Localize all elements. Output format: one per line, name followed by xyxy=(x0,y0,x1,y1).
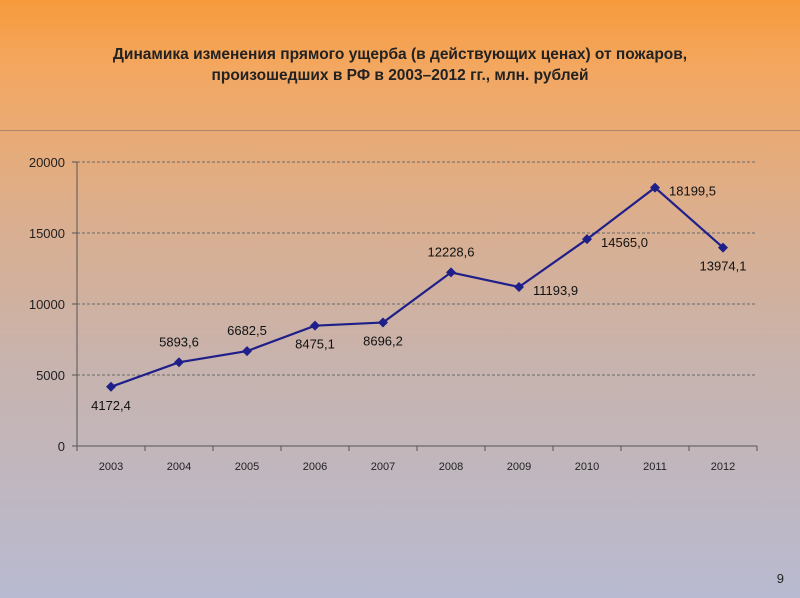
data-point-marker xyxy=(242,346,252,357)
x-tick-label: 2005 xyxy=(235,461,259,473)
data-point-marker xyxy=(446,267,456,278)
x-tick-label: 2008 xyxy=(439,461,463,473)
data-point-marker xyxy=(582,234,592,245)
y-tick-label: 20000 xyxy=(29,155,65,170)
data-label: 4172,4 xyxy=(91,398,131,413)
x-tick-label: 2012 xyxy=(711,461,735,473)
x-tick-label: 2003 xyxy=(99,461,123,473)
x-tick-label: 2004 xyxy=(167,461,191,473)
data-label: 8475,1 xyxy=(295,337,335,352)
y-tick-label: 10000 xyxy=(29,297,65,312)
series-line xyxy=(110,186,724,388)
x-tick-label: 2011 xyxy=(643,461,667,473)
x-tick-label: 2010 xyxy=(575,461,599,473)
page-number: 9 xyxy=(776,571,784,586)
data-point-marker xyxy=(174,357,184,368)
y-tick-label: 15000 xyxy=(29,226,65,241)
slide-title-line-1: Динамика изменения прямого ущерба (в дей… xyxy=(112,46,688,63)
data-point-marker xyxy=(310,320,320,331)
data-point-marker xyxy=(718,242,728,253)
data-label: 18199,5 xyxy=(669,184,716,199)
data-point-marker xyxy=(650,182,660,193)
data-label: 11193,9 xyxy=(533,283,578,298)
data-label: 6682,5 xyxy=(227,323,267,338)
x-tick-label: 2007 xyxy=(371,461,395,473)
data-label: 14565,0 xyxy=(601,235,648,250)
x-tick-label: 2006 xyxy=(303,461,327,473)
data-label: 8696,2 xyxy=(363,334,403,349)
data-point-marker xyxy=(378,317,388,328)
y-tick-label: 5000 xyxy=(36,368,65,383)
data-label: 5893,6 xyxy=(159,334,199,349)
x-tick-label: 2009 xyxy=(507,461,531,473)
title-divider xyxy=(0,130,800,131)
data-point-marker xyxy=(106,381,116,392)
data-point-marker xyxy=(514,282,524,293)
slide-title: Динамика изменения прямого ущерба (в дей… xyxy=(20,44,780,86)
y-tick-label: 0 xyxy=(58,439,65,454)
data-label: 12228,6 xyxy=(428,244,475,259)
slide-title-line-2: произошедших в РФ в 2003–2012 гг., млн. … xyxy=(211,67,589,84)
data-label: 13974,1 xyxy=(700,259,747,274)
